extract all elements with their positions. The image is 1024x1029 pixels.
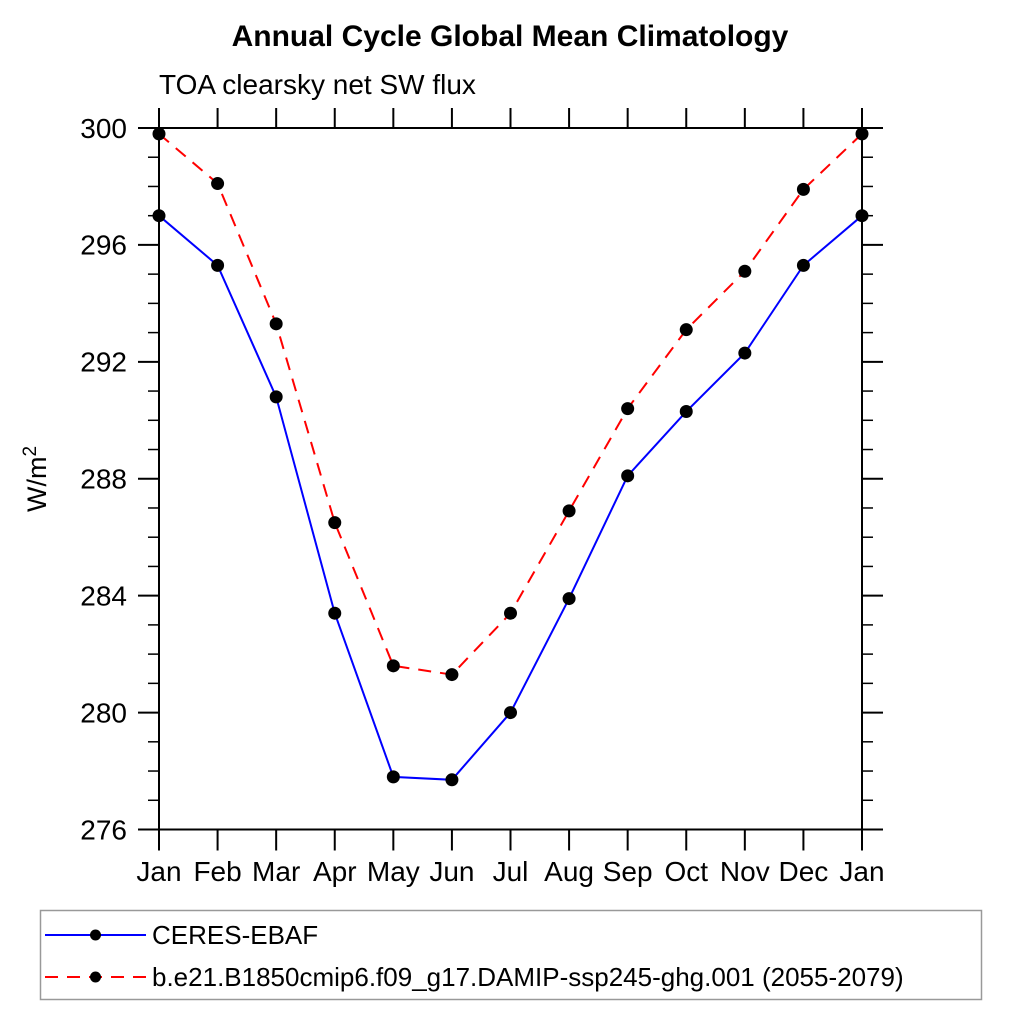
data-point: [152, 209, 166, 223]
y-axis-tick-label: 300: [80, 113, 127, 144]
chart-subtitle: TOA clearsky net SW flux: [159, 69, 476, 100]
x-axis-tick-label: Sep: [603, 856, 653, 887]
x-axis-tick-label: Nov: [720, 856, 770, 887]
data-point: [328, 516, 342, 530]
legend-row: CERES-EBAF: [45, 920, 318, 950]
data-point: [269, 317, 283, 331]
legend-box: [39, 909, 983, 1001]
x-axis-tick-label: Oct: [664, 856, 708, 887]
data-point: [796, 182, 810, 196]
x-axis-tick-label: May: [367, 856, 420, 887]
series-line-0: [158, 214, 863, 781]
legend-marker: [90, 971, 101, 983]
y-axis-tick-label: 296: [80, 230, 127, 261]
x-axis-tick-label: Apr: [313, 856, 357, 887]
x-axis-tick-label: Jun: [429, 856, 474, 887]
y-axis-tick-label: 280: [80, 697, 127, 728]
data-point: [855, 209, 869, 223]
data-point: [796, 258, 810, 272]
legend: CERES-EBAF b.e21.B1850cmip6.f09_g17.DAMI…: [39, 909, 983, 1001]
data-point: [386, 770, 400, 784]
series-layer: [152, 127, 869, 787]
data-point: [562, 592, 576, 606]
data-point: [445, 668, 459, 682]
legend-label: CERES-EBAF: [152, 920, 318, 950]
data-point: [562, 504, 576, 518]
axis-ticks: [138, 108, 883, 851]
data-point: [738, 264, 752, 278]
data-point: [621, 402, 635, 416]
legend-marker: [90, 929, 101, 941]
data-point: [621, 469, 635, 483]
legend-row: b.e21.B1850cmip6.f09_g17.DAMIP-ssp245-gh…: [45, 962, 904, 992]
data-point: [445, 773, 459, 787]
data-point: [386, 659, 400, 673]
y-axis-tick-label: 276: [80, 814, 127, 845]
x-axis-tick-label: Aug: [544, 856, 594, 887]
data-point: [855, 127, 869, 141]
data-point: [269, 390, 283, 404]
data-point: [504, 606, 517, 620]
data-point: [504, 706, 517, 720]
plot-border: [158, 127, 863, 831]
data-point: [738, 346, 752, 360]
chart-title: Annual Cycle Global Mean Climatology: [232, 20, 789, 53]
data-point: [152, 127, 166, 141]
data-point: [211, 177, 225, 191]
x-axis-tick-label: Feb: [193, 856, 241, 887]
axis-tick-labels: Jan Feb Mar Apr May Jun Jul Aug Sep Oct Nov Dec Jan 2…: [80, 113, 884, 887]
y-axis-tick-label: 292: [80, 347, 127, 378]
y-axis-tick-label: 284: [80, 580, 127, 611]
data-point: [679, 405, 693, 419]
legend-label: b.e21.B1850cmip6.f09_g17.DAMIP-ssp245-gh…: [152, 962, 904, 992]
x-axis-tick-label: Jan: [839, 856, 884, 887]
data-point: [679, 323, 693, 337]
x-axis-tick-label: Jan: [136, 856, 181, 887]
series-line-1: [158, 133, 863, 676]
data-point: [328, 606, 342, 620]
y-axis-tick-label: 288: [80, 464, 127, 495]
x-axis-tick-label: Jul: [493, 856, 529, 887]
data-point: [211, 258, 225, 272]
x-axis-tick-label: Dec: [779, 856, 829, 887]
y-axis-label: W/m2: [20, 446, 52, 512]
x-axis-tick-label: Mar: [252, 856, 300, 887]
